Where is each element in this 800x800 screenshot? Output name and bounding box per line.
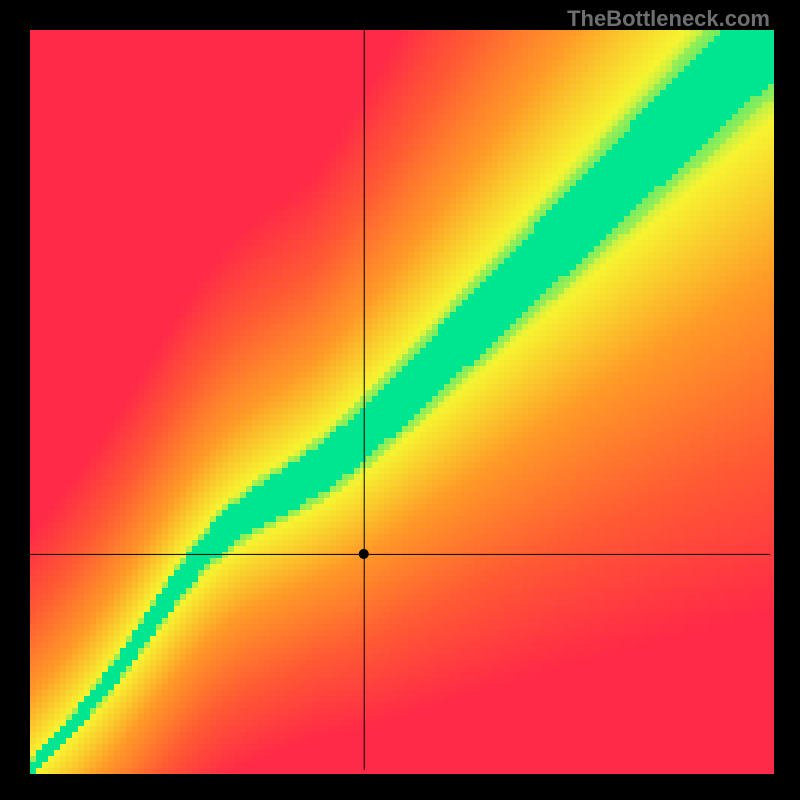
watermark-text: TheBottleneck.com (567, 6, 770, 32)
chart-container: TheBottleneck.com (0, 0, 800, 800)
heatmap-canvas (0, 0, 800, 800)
